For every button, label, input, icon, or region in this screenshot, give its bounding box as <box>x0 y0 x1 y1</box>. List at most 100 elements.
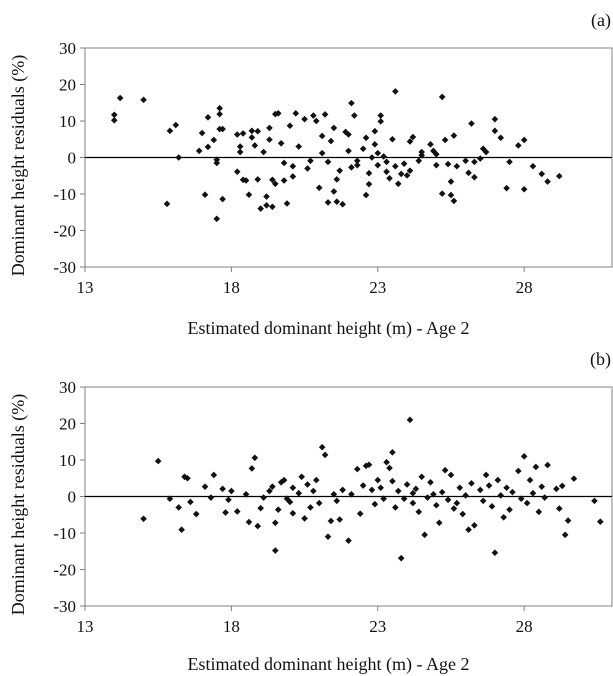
data-point <box>558 482 566 490</box>
data-point <box>386 464 393 472</box>
data-point <box>476 155 484 162</box>
data-point <box>433 150 440 158</box>
data-point <box>333 176 341 183</box>
data-point <box>254 522 262 530</box>
data-point <box>269 176 276 184</box>
data-point <box>266 136 273 143</box>
data-point <box>116 94 124 102</box>
data-point <box>353 161 361 169</box>
data-point <box>245 191 253 199</box>
data-point <box>318 132 326 140</box>
y-tick-label: -10 <box>53 524 76 543</box>
data-point <box>400 160 408 168</box>
data-point <box>488 503 496 510</box>
data-point <box>471 173 478 181</box>
data-point <box>222 509 229 516</box>
data-point <box>403 481 411 488</box>
data-point <box>365 180 373 188</box>
data-point <box>447 191 455 199</box>
y-tick-label: 30 <box>59 378 76 397</box>
data-point <box>491 549 499 557</box>
data-point <box>482 148 490 156</box>
data-point <box>427 478 434 486</box>
data-point <box>324 533 332 540</box>
data-point <box>591 497 598 505</box>
data-point <box>289 162 297 170</box>
data-point <box>272 519 279 527</box>
data-point <box>154 457 162 465</box>
data-point <box>544 461 551 469</box>
data-point <box>295 489 303 497</box>
data-point <box>274 110 282 117</box>
data-point <box>213 156 221 163</box>
data-point <box>392 162 399 170</box>
data-point <box>233 168 241 176</box>
data-point <box>318 443 326 451</box>
data-point <box>280 177 288 184</box>
data-point <box>345 537 352 544</box>
data-point <box>383 458 390 466</box>
data-point <box>374 149 382 157</box>
data-point <box>529 489 537 497</box>
data-point <box>233 131 241 138</box>
data-point <box>269 483 276 490</box>
data-point <box>362 191 370 199</box>
data-point <box>409 499 417 507</box>
data-point <box>438 93 446 101</box>
data-point <box>140 515 147 523</box>
data-point <box>219 125 226 133</box>
data-point <box>216 110 223 118</box>
data-point <box>348 491 355 498</box>
data-point <box>251 142 259 149</box>
data-point <box>289 509 297 517</box>
y-tick-label: 30 <box>59 39 76 58</box>
data-point <box>556 505 563 512</box>
data-point <box>535 508 543 516</box>
data-point <box>324 199 332 206</box>
data-point <box>389 135 396 143</box>
y-tick-label: 20 <box>59 76 76 95</box>
y-tick-label: 10 <box>59 451 76 470</box>
data-point <box>450 505 458 512</box>
data-point <box>110 111 118 119</box>
data-point <box>163 200 171 208</box>
data-point <box>301 515 308 522</box>
data-point <box>389 449 396 456</box>
data-point <box>485 482 493 489</box>
data-point <box>570 475 578 482</box>
data-point <box>263 193 270 200</box>
data-point <box>251 454 259 462</box>
data-point <box>365 169 373 177</box>
data-point <box>433 501 440 509</box>
data-point <box>175 504 182 511</box>
x-tick-label: 18 <box>223 617 240 636</box>
data-point <box>330 491 338 498</box>
data-point <box>260 494 267 501</box>
data-point <box>371 500 379 508</box>
data-point <box>280 159 288 167</box>
data-point <box>195 147 203 155</box>
data-point <box>374 161 382 169</box>
data-point <box>438 190 446 197</box>
data-point <box>166 495 174 502</box>
x-tick-label: 13 <box>77 278 94 297</box>
data-point <box>236 148 244 156</box>
data-point <box>248 127 256 135</box>
y-tick-label: -30 <box>53 597 76 616</box>
data-point <box>312 117 320 125</box>
data-point <box>216 104 223 112</box>
data-point <box>371 141 379 148</box>
data-point <box>374 476 382 484</box>
data-point <box>471 522 478 529</box>
data-point <box>450 132 458 139</box>
data-point <box>187 498 194 506</box>
data-point <box>333 497 341 505</box>
data-point <box>236 143 244 150</box>
x-tick-label: 23 <box>369 617 386 636</box>
data-point <box>418 152 425 159</box>
data-point <box>342 128 349 136</box>
data-point <box>327 137 335 145</box>
data-point <box>345 147 352 155</box>
data-point <box>427 141 434 148</box>
data-point <box>389 477 396 485</box>
